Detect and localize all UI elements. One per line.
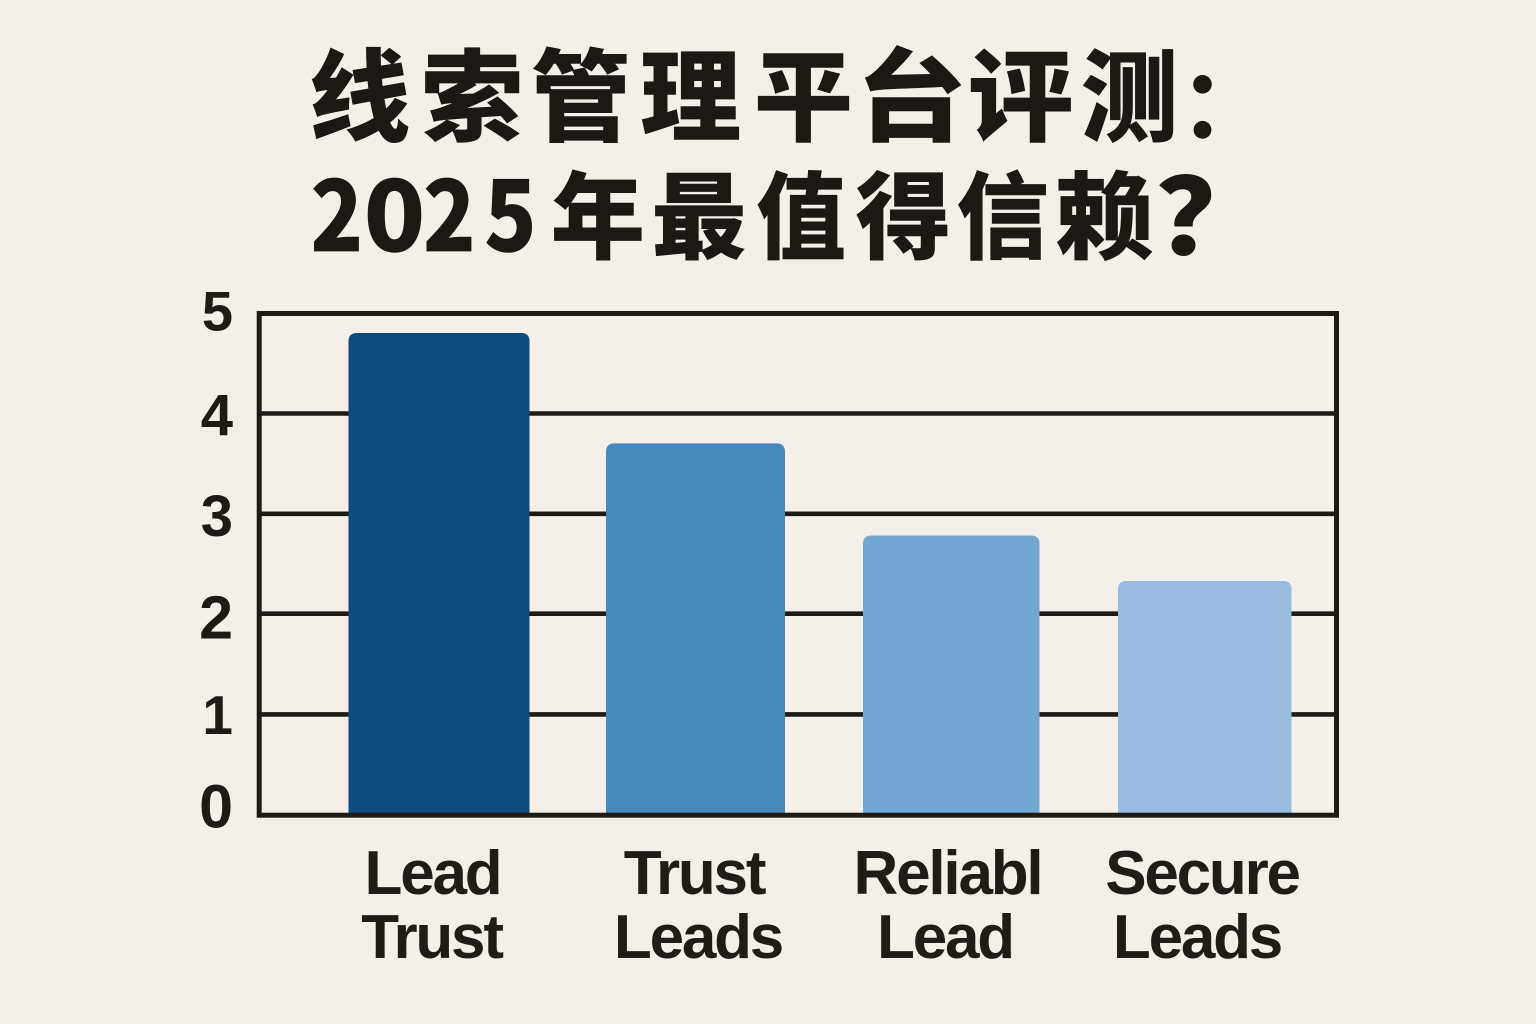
svg-text:Lead: Lead	[877, 903, 1013, 972]
svg-text:Lead: Lead	[365, 839, 501, 908]
svg-text:Trust: Trust	[624, 839, 766, 908]
svg-text:Trust: Trust	[361, 903, 503, 972]
svg-text:4: 4	[201, 383, 233, 448]
svg-text:Secure: Secure	[1105, 839, 1299, 908]
svg-text:2: 2	[199, 584, 233, 652]
svg-text:Reliabl: Reliabl	[854, 839, 1042, 908]
svg-text:5: 5	[202, 280, 233, 343]
svg-text:1: 1	[202, 684, 233, 746]
svg-text:0: 0	[199, 773, 233, 841]
svg-text:Leads: Leads	[1113, 903, 1281, 972]
svg-text:3: 3	[201, 484, 233, 549]
svg-text:Leads: Leads	[614, 903, 782, 972]
